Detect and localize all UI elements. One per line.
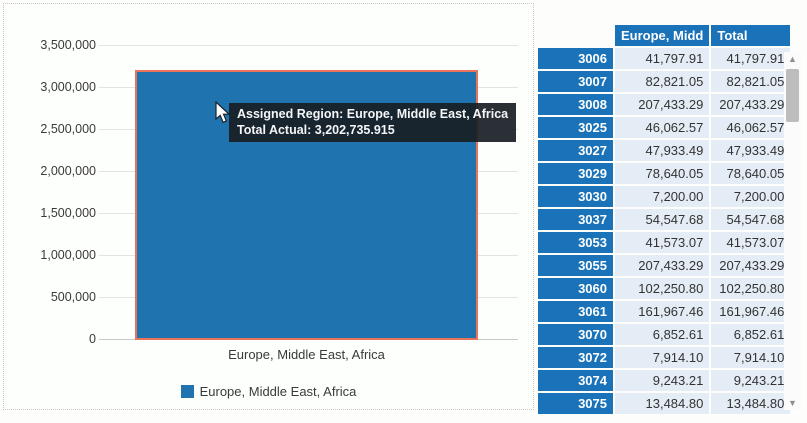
cell-region[interactable]: 78,640.05 — [615, 163, 710, 184]
table-row: 3061 161,967.46 161,967.46 — [538, 301, 791, 322]
row-header[interactable]: 3055 — [538, 255, 613, 276]
cell-region[interactable]: 161,967.46 — [615, 301, 710, 322]
table-scrollbar[interactable]: ▲ ▼ — [784, 52, 801, 410]
row-header[interactable]: 3007 — [538, 71, 613, 92]
cell-region[interactable]: 47,933.49 — [615, 140, 710, 161]
x-axis-category-label: Europe, Middle East, Africa — [228, 347, 385, 362]
cell-region[interactable]: 54,547.68 — [615, 209, 710, 230]
column-header-total[interactable]: Total — [711, 25, 791, 46]
row-header[interactable]: 3075 — [538, 393, 613, 414]
table-row: 3053 41,573.07 41,573.07 — [538, 232, 791, 253]
cell-region[interactable]: 41,573.07 — [615, 232, 710, 253]
scrollbar-thumb[interactable] — [786, 69, 799, 122]
table-row: 3025 46,062.57 46,062.57 — [538, 117, 791, 138]
chart-tooltip: Assigned Region: Europe, Middle East, Af… — [229, 103, 517, 142]
y-tick-label: 1,000,000 — [40, 248, 96, 262]
table-row: 3037 54,547.68 54,547.68 — [538, 209, 791, 230]
table-corner-cell — [538, 25, 613, 46]
row-header[interactable]: 3070 — [538, 324, 613, 345]
table-row: 3072 7,914.10 7,914.10 — [538, 347, 791, 368]
cell-region[interactable]: 6,852.61 — [615, 324, 710, 345]
row-header[interactable]: 3008 — [538, 94, 613, 115]
cell-total[interactable]: 102,250.80 — [711, 278, 791, 299]
cell-total[interactable]: 207,433.29 — [711, 94, 791, 115]
cell-total[interactable]: 78,640.05 — [711, 163, 791, 184]
cell-total[interactable]: 41,573.07 — [711, 232, 791, 253]
table-row: 3060 102,250.80 102,250.80 — [538, 278, 791, 299]
table-row: 3029 78,640.05 78,640.05 — [538, 163, 791, 184]
row-header[interactable]: 3037 — [538, 209, 613, 230]
y-tick-label: 1,500,000 — [40, 206, 96, 220]
column-header-region[interactable]: Europe, Midd — [615, 25, 710, 46]
row-header[interactable]: 3072 — [538, 347, 613, 368]
cell-region[interactable]: 41,797.91 — [615, 48, 710, 69]
table-row: 3008 207,433.29 207,433.29 — [538, 94, 791, 115]
row-header[interactable]: 3053 — [538, 232, 613, 253]
table-row: 3074 9,243.21 9,243.21 — [538, 370, 791, 391]
table-row: 3075 13,484.80 13,484.80 — [538, 393, 791, 414]
table-row: 3007 82,821.05 82,821.05 — [538, 71, 791, 92]
table-row: 3070 6,852.61 6,852.61 — [538, 324, 791, 345]
y-tick-label: 500,000 — [50, 290, 96, 304]
row-header[interactable]: 3025 — [538, 117, 613, 138]
table-row: 3055 207,433.29 207,433.29 — [538, 255, 791, 276]
gridline — [99, 45, 518, 46]
y-tick-label: 3,000,000 — [40, 80, 96, 94]
cell-region[interactable]: 82,821.05 — [615, 71, 710, 92]
row-header[interactable]: 3027 — [538, 140, 613, 161]
tooltip-total-line: Total Actual: 3,202,735.915 — [237, 123, 395, 137]
bar-chart-panel: 3,500,000 3,000,000 2,500,000 2,000,000 … — [3, 3, 534, 410]
cell-total[interactable]: 47,933.49 — [711, 140, 791, 161]
scrollbar-down-icon[interactable]: ▼ — [788, 398, 797, 408]
cell-total[interactable]: 6,852.61 — [711, 324, 791, 345]
cell-total[interactable]: 9,243.21 — [711, 370, 791, 391]
table-row: 3030 7,200.00 7,200.00 — [538, 186, 791, 207]
cell-region[interactable]: 13,484.80 — [615, 393, 710, 414]
cell-total[interactable]: 82,821.05 — [711, 71, 791, 92]
scrollbar-up-icon[interactable]: ▲ — [788, 54, 797, 64]
cell-total[interactable]: 161,967.46 — [711, 301, 791, 322]
y-tick-label: 2,500,000 — [40, 122, 96, 136]
tooltip-region-line: Assigned Region: Europe, Middle East, Af… — [237, 107, 509, 121]
cell-total[interactable]: 41,797.91 — [711, 48, 791, 69]
row-header[interactable]: 3074 — [538, 370, 613, 391]
cell-region[interactable]: 102,250.80 — [615, 278, 710, 299]
cell-total[interactable]: 13,484.80 — [711, 393, 791, 414]
y-tick-label: 0 — [89, 332, 96, 346]
cell-total[interactable]: 207,433.29 — [711, 255, 791, 276]
cell-total[interactable]: 54,547.68 — [711, 209, 791, 230]
pivot-table: Europe, Midd Total 3006 41,797.91 41,797… — [536, 23, 792, 416]
cell-region[interactable]: 46,062.57 — [615, 117, 710, 138]
chart-legend[interactable]: Europe, Middle East, Africa — [4, 384, 533, 399]
table-header-row: Europe, Midd Total — [538, 25, 791, 46]
row-header[interactable]: 3006 — [538, 48, 613, 69]
cell-total[interactable]: 7,914.10 — [711, 347, 791, 368]
table-row: 3006 41,797.91 41,797.91 — [538, 48, 791, 69]
row-header[interactable]: 3029 — [538, 163, 613, 184]
cell-total[interactable]: 46,062.57 — [711, 117, 791, 138]
cell-region[interactable]: 207,433.29 — [615, 255, 710, 276]
cell-region[interactable]: 207,433.29 — [615, 94, 710, 115]
cell-region[interactable]: 7,914.10 — [615, 347, 710, 368]
cell-region[interactable]: 7,200.00 — [615, 186, 710, 207]
y-tick-label: 3,500,000 — [40, 38, 96, 52]
row-header[interactable]: 3061 — [538, 301, 613, 322]
legend-swatch-icon — [180, 385, 194, 398]
mouse-cursor-icon — [215, 101, 231, 124]
cell-total[interactable]: 7,200.00 — [711, 186, 791, 207]
legend-label: Europe, Middle East, Africa — [199, 384, 357, 399]
cell-region[interactable]: 9,243.21 — [615, 370, 710, 391]
row-header[interactable]: 3060 — [538, 278, 613, 299]
row-header[interactable]: 3030 — [538, 186, 613, 207]
y-tick-label: 2,000,000 — [40, 164, 96, 178]
table-row: 3027 47,933.49 47,933.49 — [538, 140, 791, 161]
